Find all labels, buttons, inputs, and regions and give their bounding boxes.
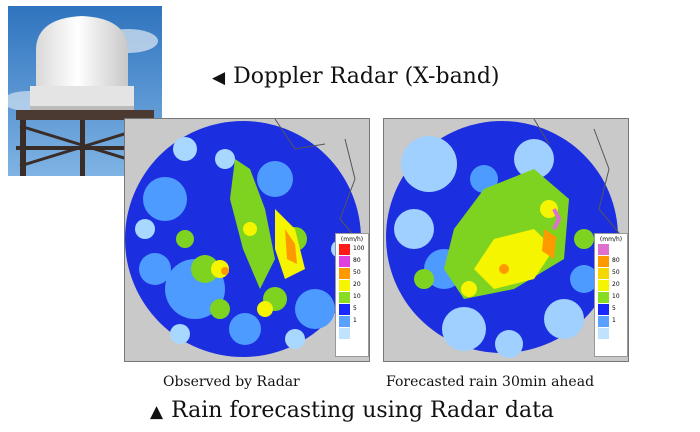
legend-swatch xyxy=(339,256,350,267)
legend-label: 1 xyxy=(353,317,357,324)
legend-swatch xyxy=(339,280,350,291)
radar-title-text: Doppler Radar (X-band) xyxy=(233,64,500,89)
forecast-heading: ▲ Rain forecasting using Radar data xyxy=(150,398,554,423)
legend-row xyxy=(595,243,627,255)
legend-row: 1 xyxy=(336,315,368,327)
legend-label: 50 xyxy=(612,269,620,276)
legend-row: 20 xyxy=(595,279,627,291)
legend-label: 50 xyxy=(353,269,361,276)
legend-unit: (mm/h) xyxy=(340,236,364,243)
legend-swatch xyxy=(339,292,350,303)
left-triangle-icon: ◀ xyxy=(212,68,226,88)
legend-label: 100 xyxy=(353,245,365,252)
observed-legend: (mm/h) 100 80 50 20 10 5 1 xyxy=(335,233,369,357)
forecast-radar-map: (mm/h) 80 50 20 10 5 1 xyxy=(383,118,629,362)
forecast-heading-text: Rain forecasting using Radar data xyxy=(171,398,555,423)
legend-row xyxy=(595,327,627,339)
legend-row: 20 xyxy=(336,279,368,291)
legend-swatch xyxy=(339,304,350,315)
legend-swatch xyxy=(339,268,350,279)
legend-label: 10 xyxy=(612,293,620,300)
legend-row: 100 xyxy=(336,243,368,255)
legend-swatch xyxy=(598,304,609,315)
legend-row: 5 xyxy=(595,303,627,315)
legend-row: 50 xyxy=(595,267,627,279)
legend-row: 80 xyxy=(595,255,627,267)
legend-swatch xyxy=(598,244,609,255)
legend-row xyxy=(336,327,368,339)
legend-label: 5 xyxy=(353,305,357,312)
forecast-legend: (mm/h) 80 50 20 10 5 1 xyxy=(594,233,628,357)
legend-row: 5 xyxy=(336,303,368,315)
legend-label: 10 xyxy=(353,293,361,300)
legend-label: 20 xyxy=(353,281,361,288)
legend-row: 80 xyxy=(336,255,368,267)
legend-label: 5 xyxy=(612,305,616,312)
legend-label: 80 xyxy=(612,257,620,264)
radar-title: ◀ Doppler Radar (X-band) xyxy=(212,64,500,89)
up-triangle-icon: ▲ xyxy=(150,402,164,422)
legend-swatch xyxy=(598,280,609,291)
legend-row: 50 xyxy=(336,267,368,279)
forecast-caption: Forecasted rain 30min ahead xyxy=(386,374,595,390)
legend-swatch xyxy=(339,316,350,327)
observed-caption: Observed by Radar xyxy=(163,374,300,390)
observed-radar-map: (mm/h) 100 80 50 20 10 5 1 xyxy=(124,118,370,362)
legend-label: 20 xyxy=(612,281,620,288)
legend-swatch xyxy=(598,268,609,279)
legend-swatch xyxy=(598,316,609,327)
legend-row: 1 xyxy=(595,315,627,327)
legend-swatch xyxy=(598,292,609,303)
legend-swatch xyxy=(598,256,609,267)
legend-swatch xyxy=(339,244,350,255)
legend-row: 10 xyxy=(595,291,627,303)
legend-unit: (mm/h) xyxy=(599,236,623,243)
legend-label: 80 xyxy=(353,257,361,264)
legend-swatch xyxy=(598,328,609,339)
legend-label: 1 xyxy=(612,317,616,324)
legend-row: 10 xyxy=(336,291,368,303)
legend-swatch xyxy=(339,328,350,339)
